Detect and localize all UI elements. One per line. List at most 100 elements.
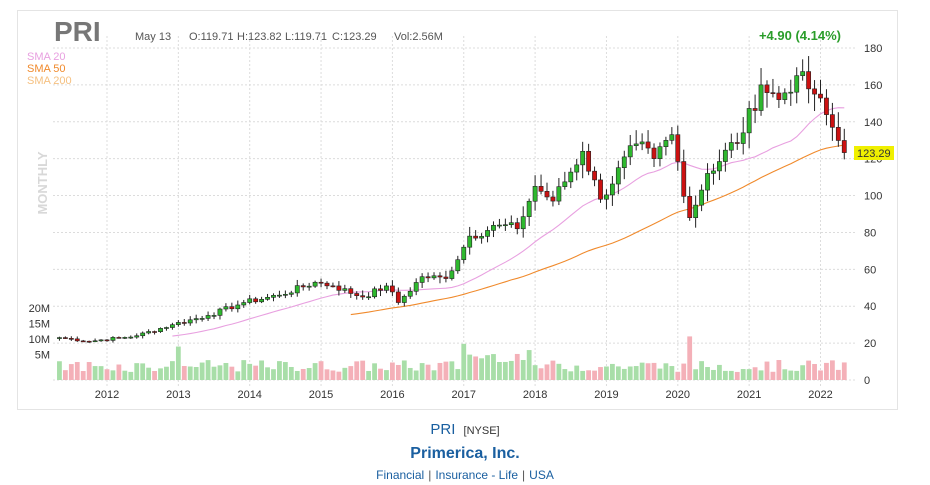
last-price-label: 123.29 <box>857 148 891 160</box>
volume-bar <box>342 367 348 380</box>
candle-body <box>389 285 395 293</box>
candle-body <box>794 75 800 93</box>
candle-body <box>627 145 633 158</box>
candle-body <box>413 282 419 292</box>
volume-bar <box>360 360 366 380</box>
volume-tick-label: 20M <box>29 303 50 315</box>
volume-bar <box>615 366 621 380</box>
volume-bar <box>574 365 580 380</box>
candle-body <box>764 84 770 93</box>
x-tick-label: 2012 <box>95 389 119 401</box>
candle-body <box>437 275 443 278</box>
sector-link[interactable]: Financial <box>376 468 425 482</box>
volume-bar <box>158 368 163 380</box>
volume-bar <box>306 368 312 380</box>
ticker-title: PRI <box>54 16 101 47</box>
volume-bar <box>170 361 175 380</box>
volume-bar <box>675 371 681 380</box>
candle-body <box>140 332 146 337</box>
candle-body <box>193 318 199 321</box>
x-tick-label: 2014 <box>237 389 261 401</box>
volume-bar <box>217 365 223 380</box>
volume-bar <box>407 367 413 380</box>
candle-body <box>265 297 270 300</box>
candle-body <box>211 315 217 317</box>
candle-body <box>318 281 324 284</box>
candle-body <box>342 288 348 291</box>
footer-ticker[interactable]: PRI <box>430 421 456 438</box>
x-tick-label: 2021 <box>737 389 761 401</box>
volume-bar <box>455 369 461 380</box>
candle-body <box>134 335 140 338</box>
x-tick-label: 2016 <box>380 389 404 401</box>
x-tick-label: 2018 <box>523 389 547 401</box>
footer-exchange: [NYSE] <box>463 425 500 437</box>
price-change: +4.90 (4.14%) <box>759 28 841 43</box>
y-tick-label: 80 <box>864 227 876 239</box>
candle-body <box>574 164 580 173</box>
volume-bar <box>324 369 330 380</box>
candle-body <box>467 235 473 248</box>
candle-body <box>294 285 300 294</box>
chart-frame: 0204060801001201401601802012201320142015… <box>17 10 898 410</box>
candle-body <box>687 196 693 218</box>
candle-body <box>711 170 716 174</box>
timeframe-label: MONTHLY <box>35 151 50 214</box>
volume-bar <box>538 368 544 380</box>
candle-body <box>526 200 532 217</box>
volume-bar <box>681 363 687 380</box>
volume-bar <box>395 364 401 380</box>
volume-bar <box>300 368 306 380</box>
candle-body <box>556 186 562 202</box>
volume-bar <box>57 361 62 380</box>
candle-body <box>473 235 479 239</box>
candle-body <box>835 127 841 141</box>
candle-body <box>241 302 247 306</box>
industry-link[interactable]: Insurance - Life <box>435 468 519 482</box>
volume-bar <box>348 366 354 380</box>
y-tick-label: 180 <box>864 43 882 55</box>
company-name[interactable]: Primerica, Inc. <box>410 445 520 462</box>
volume-bar <box>92 366 98 380</box>
candle-body <box>455 259 461 272</box>
volume-bar <box>390 362 395 380</box>
volume-bar <box>669 366 675 380</box>
candle-body <box>86 340 92 343</box>
volume-bar <box>461 343 467 380</box>
candle-body <box>699 189 704 206</box>
volume-bar <box>497 361 502 380</box>
country-link[interactable]: USA <box>529 468 554 482</box>
legend-sma20: SMA 20 <box>27 51 66 63</box>
volume-bar <box>110 370 116 380</box>
candle-body <box>502 224 508 227</box>
volume-bar <box>580 370 586 380</box>
volume-bar <box>812 364 817 380</box>
candle-body <box>598 179 603 200</box>
y-tick-label: 0 <box>864 375 870 387</box>
candle-body <box>205 315 211 319</box>
candle-body <box>336 285 342 291</box>
candle-body <box>164 327 169 329</box>
candle-body <box>514 222 520 230</box>
candle-body <box>580 150 586 166</box>
candle-body <box>223 306 229 310</box>
bar-low: L:119.71 <box>285 31 327 43</box>
volume-bar <box>205 360 211 380</box>
footer-ticker-line: PRI [NYSE] <box>0 420 930 440</box>
y-tick-label: 100 <box>864 191 882 203</box>
volume-bar <box>621 368 627 380</box>
candle-body <box>199 318 205 320</box>
candle-body <box>419 276 425 283</box>
volume-bar <box>568 371 574 380</box>
bar-open: O:119.71 <box>189 31 233 43</box>
candle-body <box>615 167 621 185</box>
sma20-line <box>172 107 845 337</box>
volume-bar <box>627 366 633 380</box>
volume-bar <box>140 363 146 380</box>
volume-bar <box>728 370 734 380</box>
volume-bar <box>740 369 746 380</box>
volume-bar <box>693 369 699 380</box>
candle-body <box>550 196 556 202</box>
candle-body <box>586 150 592 172</box>
volume-bar <box>330 370 336 380</box>
